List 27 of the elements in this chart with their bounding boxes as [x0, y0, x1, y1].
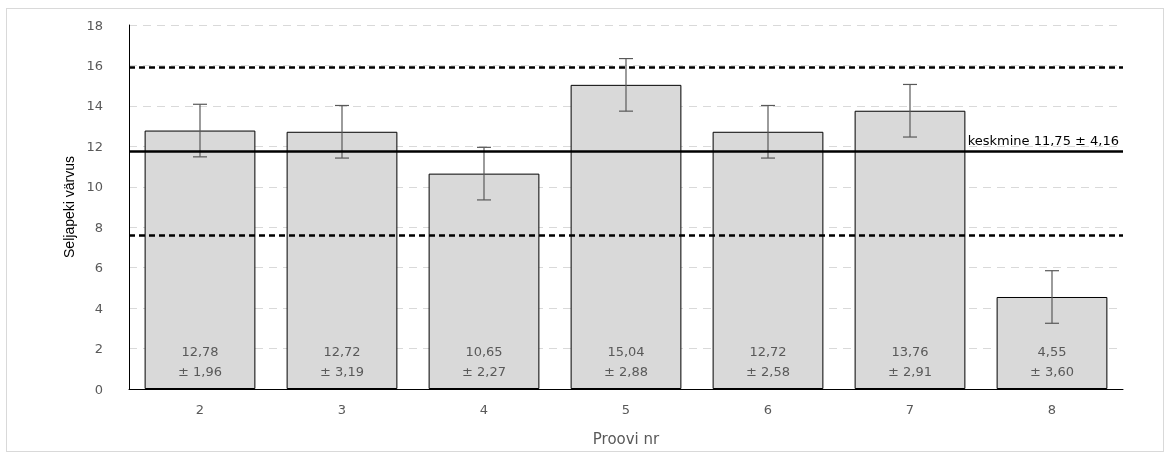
x-tick-label: 4	[479, 402, 489, 417]
data-label: 4,55 ± 3,60	[1030, 343, 1074, 379]
y-axis-title: Seljapeki värvus	[60, 156, 77, 258]
y-tick-label: 16	[86, 57, 103, 73]
x-axis-title: Proovi nr	[592, 429, 661, 448]
x-tick-label: 7	[905, 402, 915, 417]
y-tick-label: 12	[86, 138, 103, 154]
x-tick-label: 2	[195, 402, 205, 417]
x-tick-label: 5	[621, 402, 631, 417]
ref-line-label: keskmine 11,75 ± 4,16	[967, 133, 1119, 149]
y-tick-label: 4	[94, 300, 103, 316]
y-tick-label: 18	[86, 17, 103, 33]
x-tick-label: 8	[1047, 402, 1057, 417]
y-tick-label: 8	[94, 219, 103, 235]
data-label: 10,65 ± 2,27	[462, 343, 506, 379]
y-tick-label: 0	[94, 381, 103, 397]
x-tick-label: 3	[337, 402, 347, 417]
y-tick-label: 10	[86, 179, 103, 195]
data-label: 12,72 ± 3,19	[320, 343, 364, 379]
data-label: 12,78 ± 1,96	[178, 343, 222, 379]
data-label: 13,76 ± 2,91	[888, 343, 932, 379]
y-tick-label: 6	[94, 260, 103, 276]
data-label: 15,04 ± 2,88	[604, 343, 648, 379]
y-tick-label: 14	[86, 98, 103, 114]
x-tick-label: 6	[763, 402, 773, 417]
y-tick-label: 2	[94, 341, 103, 357]
data-label: 12,72 ± 2,58	[746, 343, 790, 379]
